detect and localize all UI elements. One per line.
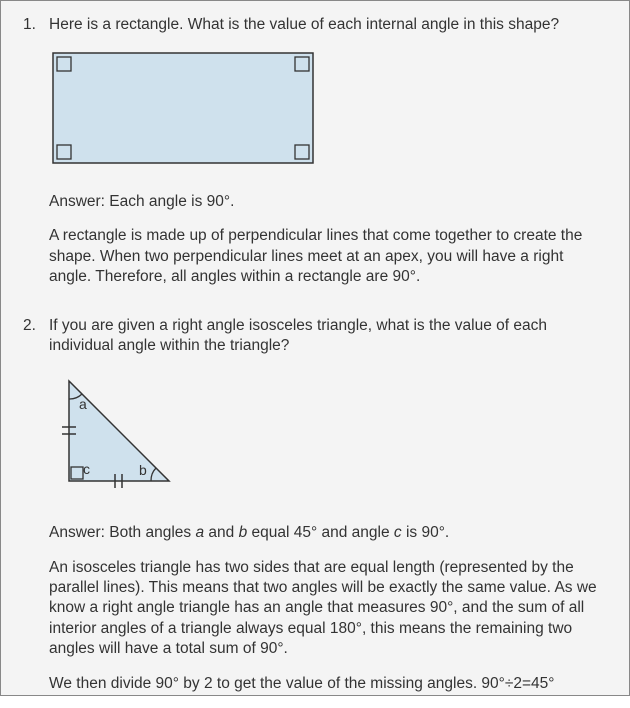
question-item-1: 1. Here is a rectangle. What is the valu…: [23, 15, 607, 302]
answer-text: Answer: Both angles: [49, 524, 195, 541]
rectangle-svg: [49, 49, 319, 169]
triangle-diagram: a c b: [49, 371, 607, 507]
var-c: c: [394, 524, 402, 541]
label-c: c: [83, 461, 90, 477]
answer-text: equal 45° and angle: [247, 524, 394, 541]
answer-line: Answer: Both angles a and b equal 45° an…: [49, 523, 607, 543]
label-a: a: [79, 396, 87, 412]
var-b: b: [239, 524, 248, 541]
explanation: A rectangle is made up of perpendicular …: [49, 226, 607, 287]
worksheet-page: 1. Here is a rectangle. What is the valu…: [0, 0, 630, 696]
answer-text: is 90°.: [402, 524, 450, 541]
answer-text: and: [204, 524, 238, 541]
var-a: a: [195, 524, 204, 541]
question-content: If you are given a right angle isosceles…: [49, 316, 607, 708]
explanation: An isosceles triangle has two sides that…: [49, 558, 607, 660]
rectangle-diagram: [49, 49, 607, 175]
triangle-svg: a c b: [49, 371, 209, 501]
explanation: We then divide 90° by 2 to get the value…: [49, 674, 607, 694]
question-text: If you are given a right angle isosceles…: [49, 316, 607, 357]
answer-line: Answer: Each angle is 90°.: [49, 192, 607, 212]
label-b: b: [139, 462, 147, 478]
question-item-2: 2. If you are given a right angle isosce…: [23, 316, 607, 708]
question-text: Here is a rectangle. What is the value o…: [49, 15, 607, 35]
question-content: Here is a rectangle. What is the value o…: [49, 15, 607, 302]
question-number: 2.: [23, 316, 49, 708]
question-number: 1.: [23, 15, 49, 302]
